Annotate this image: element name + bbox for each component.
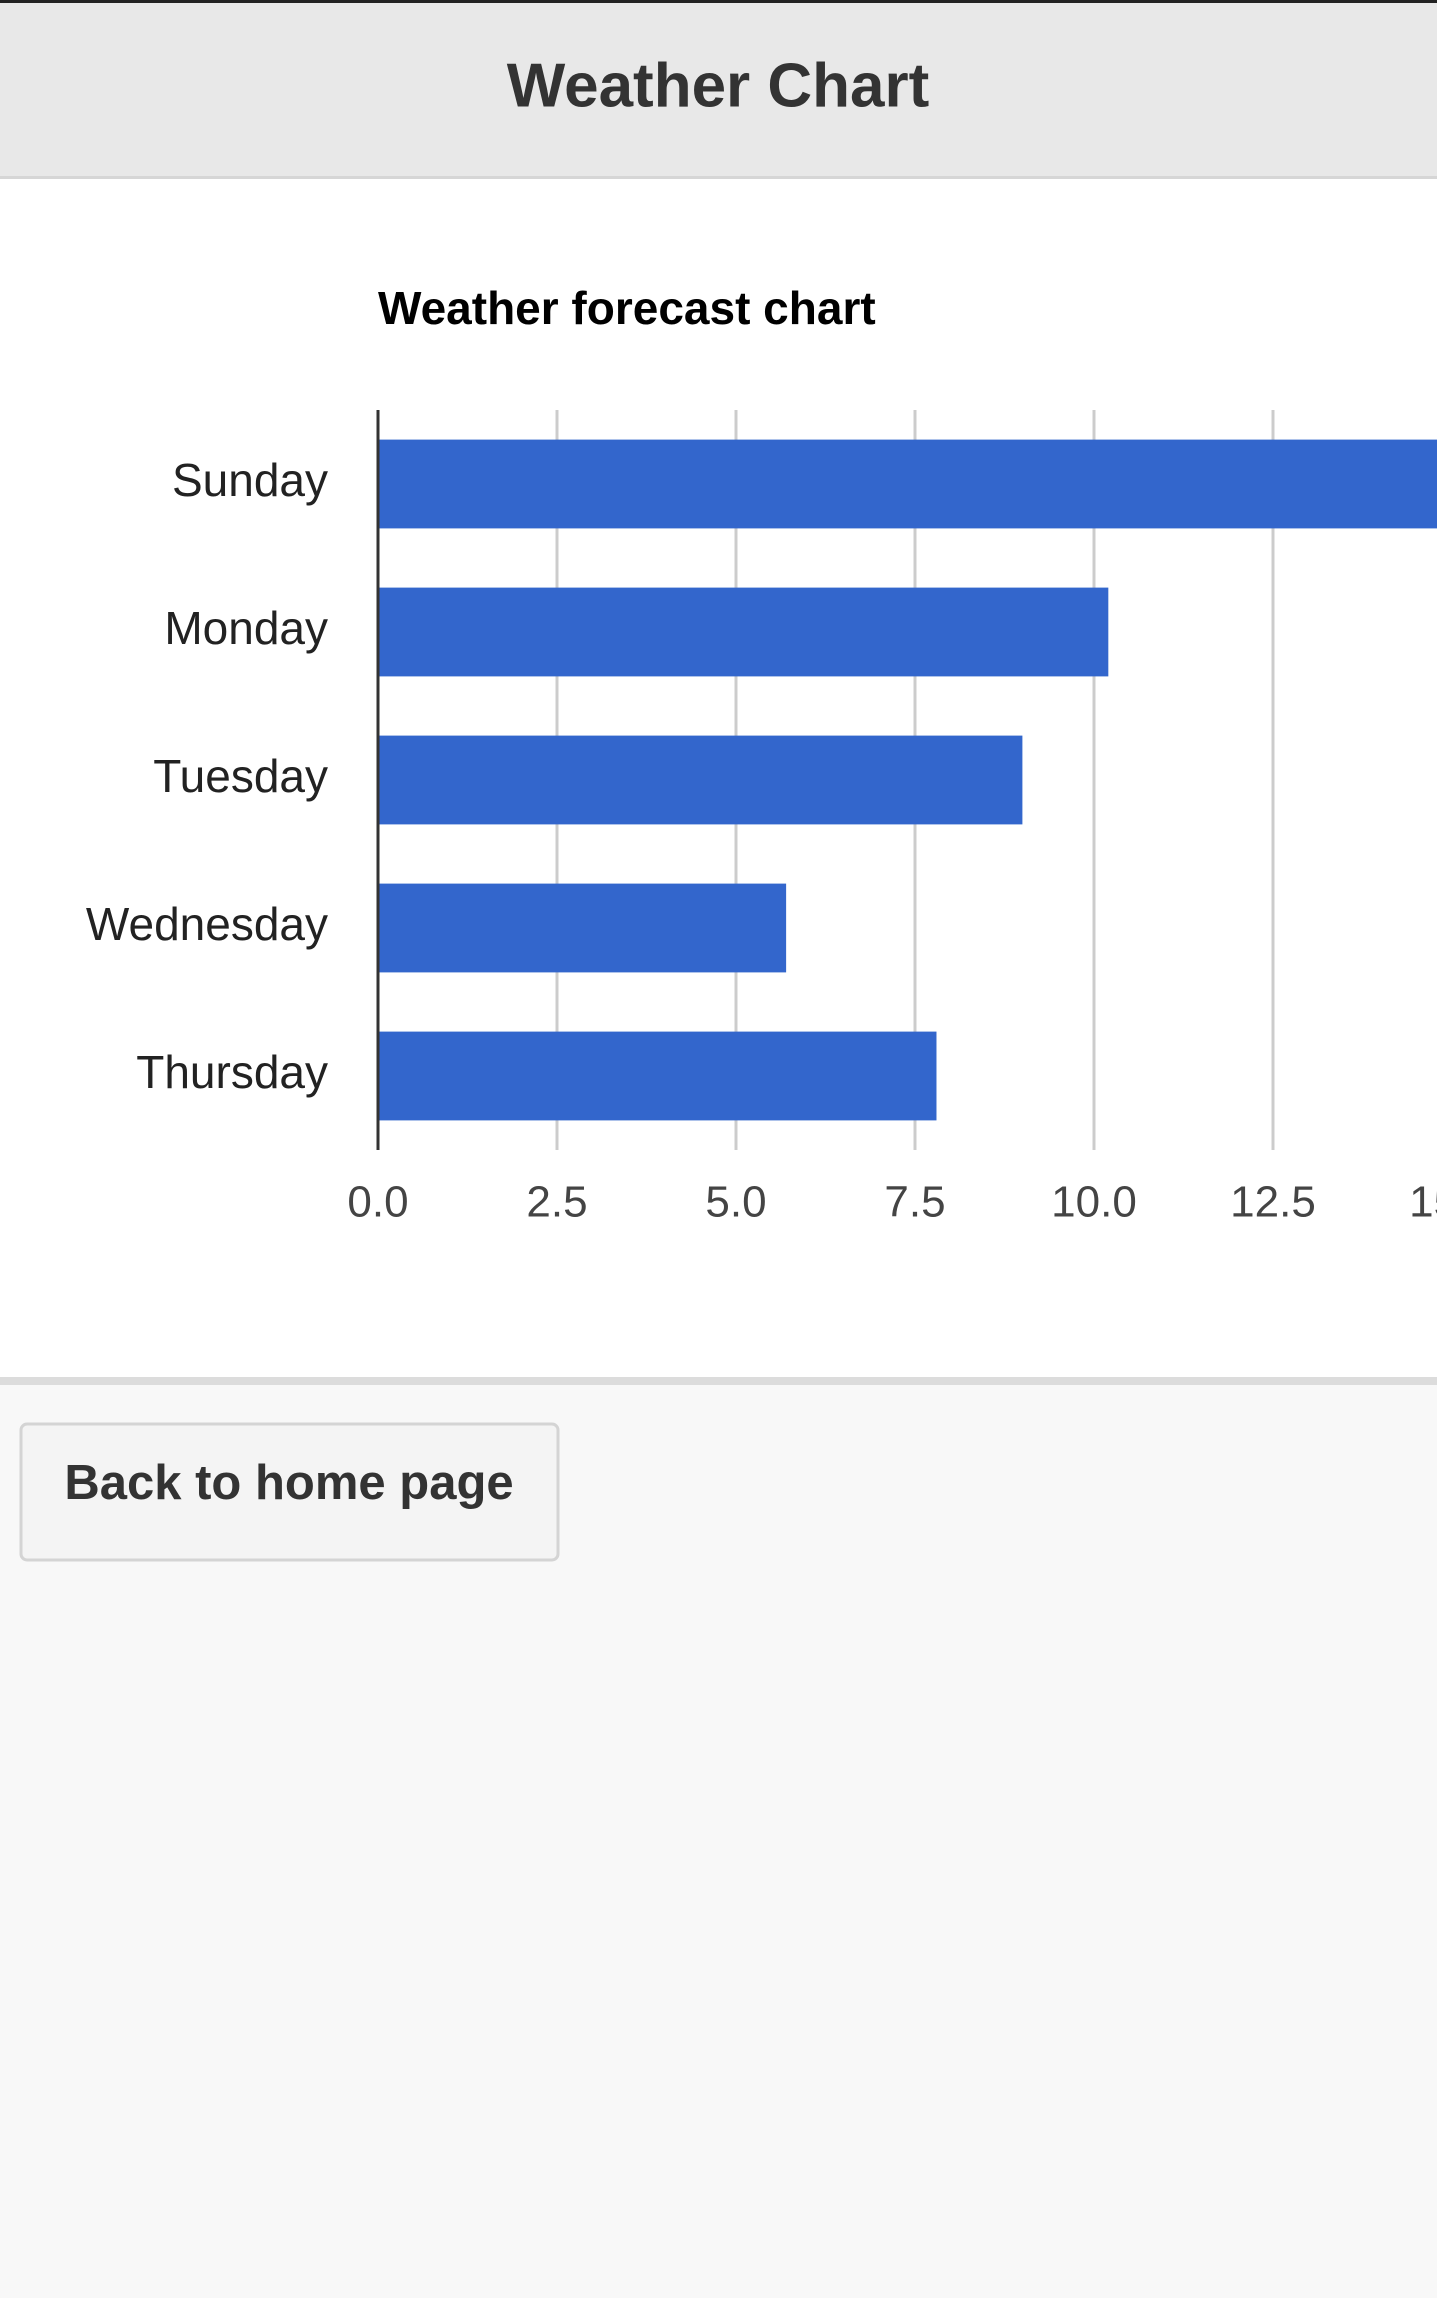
header-border <box>0 176 1437 179</box>
x-tick-label: 2.5 <box>526 1178 587 1227</box>
x-tick-label: 12.5 <box>1230 1178 1316 1227</box>
x-tick-label: 10.0 <box>1051 1178 1137 1227</box>
panel-border <box>0 1377 1437 1385</box>
button-label[interactable]: Back to home page <box>64 1456 513 1510</box>
header-bar <box>0 0 1437 176</box>
bar <box>378 439 1437 529</box>
x-tick-label: 7.5 <box>884 1178 945 1227</box>
x-tick-label: 15.0 <box>1409 1178 1437 1227</box>
bar <box>378 735 1023 825</box>
back-button[interactable]: Back to home page <box>19 1422 560 1562</box>
y-tick-label: Sunday <box>172 454 328 506</box>
header-title: Weather Chart <box>507 51 930 120</box>
y-tick-label: Monday <box>164 602 328 654</box>
x-tick-label: 5.0 <box>705 1178 766 1227</box>
y-tick-label: Tuesday <box>153 750 328 802</box>
chart-title: Weather forecast chart <box>378 282 876 334</box>
y-tick-label: Thursday <box>136 1046 328 1098</box>
bar <box>378 587 1109 677</box>
plot: 0.0 2.5 5.0 7.5 10.0 12.5 15.0 Sunday Monday Tues… <box>86 410 1437 1227</box>
x-tick-label: 0.0 <box>347 1178 408 1227</box>
button-box[interactable] <box>19 1422 560 1562</box>
bar <box>378 883 787 973</box>
top-edge <box>0 0 1437 3</box>
y-tick-label: Wednesday <box>86 898 328 950</box>
bar <box>378 1031 937 1121</box>
